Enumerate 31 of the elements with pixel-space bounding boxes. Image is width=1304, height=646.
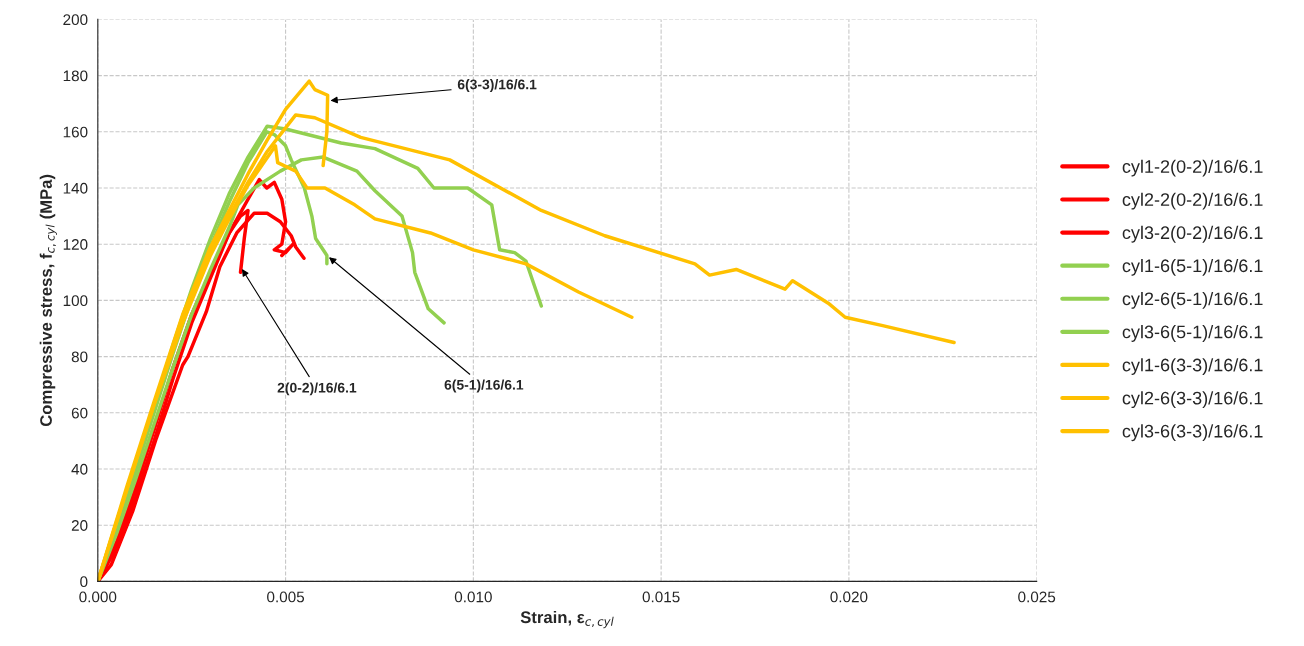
legend-label: cyl2-6(5-1)/16/6.1 (1122, 291, 1263, 309)
legend-label: cyl3-6(3-3)/16/6.1 (1122, 424, 1263, 442)
x-tick-label: 0.005 (267, 591, 305, 603)
y-tick-label: 180 (63, 70, 88, 82)
y-tick-label: 200 (63, 14, 88, 26)
annotation: 6(3-3)/16/6.1 (457, 79, 537, 93)
annotation: 2(0-2)/16/6.1 (277, 382, 357, 396)
y-tick-label: 160 (63, 126, 88, 138)
y-tick-label: 80 (71, 351, 88, 363)
y-tick-label: 20 (71, 520, 88, 531)
legend-label: cyl3-2(0-2)/16/6.1 (1122, 225, 1263, 243)
x-tick-label: 0.010 (454, 591, 492, 603)
y-tick-label: 120 (63, 239, 88, 250)
x-axis-title: Strain, ε$_{c,cyl}$ (520, 610, 614, 629)
legend-label: cyl1-2(0-2)/16/6.1 (1122, 159, 1263, 177)
annotation: 6(5-1)/16/6.1 (444, 379, 524, 393)
y-tick-label: 60 (71, 407, 88, 419)
legend-label: cyl3-6(5-1)/16/6.1 (1122, 325, 1263, 342)
x-tick-label: 0.015 (642, 591, 680, 603)
legend-label: cyl2-6(3-3)/16/6.1 (1122, 391, 1263, 409)
x-tick-label: 0.000 (79, 591, 117, 603)
legend-label: cyl2-2(0-2)/16/6.1 (1122, 192, 1263, 210)
y-tick-label: 40 (71, 463, 88, 475)
y-tick-label: 100 (63, 295, 88, 307)
y-tick-label: 0 (80, 576, 88, 588)
legend-label: cyl1-6(5-1)/16/6.1 (1122, 258, 1263, 276)
x-tick-label: 0.025 (1018, 591, 1056, 603)
x-tick-label: 0.020 (830, 591, 868, 603)
legend-label: cyl1-6(3-3)/16/6.1 (1122, 358, 1263, 375)
y-axis-title: Compressive stress, f$_{c,cyl}$ (MPa) (39, 174, 57, 427)
y-tick-label: 140 (63, 182, 88, 194)
